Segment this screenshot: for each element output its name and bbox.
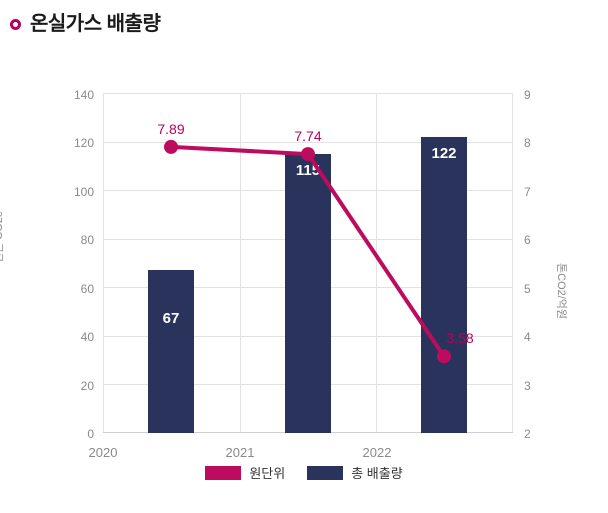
line-point-2022 <box>437 349 451 364</box>
y-axis-left-tick: 140 <box>73 88 94 102</box>
y-axis-left-tick: 60 <box>80 282 94 296</box>
y-axis-right-tick: 4 <box>524 330 531 344</box>
line-point-2021 <box>301 147 315 162</box>
y-axis-right-title: 톤CO2/억원 <box>555 263 567 320</box>
y-axis-right-tick: 7 <box>524 185 531 199</box>
vertical-gridline <box>512 93 513 433</box>
legend-item-총배출량[interactable]: 총 배출량 <box>307 465 403 481</box>
vertical-gridline <box>103 93 104 433</box>
y-axis-left-tick: 80 <box>80 233 94 247</box>
line-point-2020 <box>164 139 178 154</box>
chart-legend: 원단위 총 배출량 <box>0 466 608 480</box>
bar-label-2022: 122 <box>431 145 457 162</box>
y-axis-left-tick: 0 <box>87 427 94 441</box>
chart-container: 천톤 CO2e 톤CO2/억원 140 120 100 80 60 40 20 … <box>0 48 608 460</box>
legend-label: 총 배출량 <box>351 465 403 481</box>
y-axis-left-tick: 120 <box>73 136 94 150</box>
bar-label-2021: 115 <box>295 162 321 179</box>
y-axis-left-tick: 100 <box>73 185 94 199</box>
plot-area: 67 115 122 7.89 7.74 3.58 <box>103 93 513 433</box>
ring-bullet-icon <box>10 18 21 30</box>
line-series-원단위 <box>164 139 451 364</box>
chart-header: 온실가스 배출량 <box>0 0 608 48</box>
line-label-2022: 3.58 <box>446 330 474 346</box>
legend-label: 원단위 <box>249 465 286 481</box>
y-axis-right-tick: 9 <box>524 88 531 102</box>
gridline <box>103 141 513 143</box>
legend-swatch-bar <box>307 466 344 480</box>
line-label-2021: 7.74 <box>294 128 322 144</box>
bar-2020[interactable] <box>148 270 194 433</box>
y-axis-right-tick: 5 <box>524 282 531 296</box>
line-label-2020: 7.89 <box>157 121 185 137</box>
y-axis-right-tick: 2 <box>524 427 531 441</box>
vertical-gridline <box>376 93 378 433</box>
y-axis-left-tick: 40 <box>80 330 94 344</box>
page-title: 온실가스 배출량 <box>30 13 161 35</box>
legend-swatch-line <box>205 466 242 480</box>
bar-label-2020: 67 <box>162 310 180 327</box>
y-axis-right-tick: 8 <box>524 136 531 150</box>
vertical-gridline <box>239 93 241 433</box>
x-axis-tick: 2022 <box>362 445 392 460</box>
bar-2022[interactable] <box>421 136 467 433</box>
bar-2021[interactable] <box>285 153 331 433</box>
x-axis-tick: 2020 <box>88 445 118 460</box>
legend-item-원단위[interactable]: 원단위 <box>205 466 285 480</box>
y-axis-left-tick: 20 <box>80 379 94 393</box>
y-axis-right-tick: 6 <box>524 233 531 247</box>
gridline <box>103 93 513 94</box>
y-axis-right-tick: 3 <box>524 379 531 393</box>
x-axis-tick: 2021 <box>225 445 255 460</box>
y-axis-left-title: 천톤 CO2e <box>0 210 5 263</box>
